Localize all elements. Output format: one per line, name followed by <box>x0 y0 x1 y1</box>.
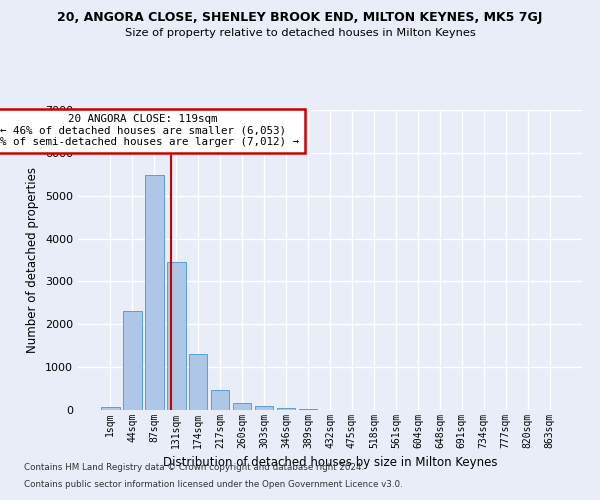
Text: Contains HM Land Registry data © Crown copyright and database right 2024.: Contains HM Land Registry data © Crown c… <box>24 464 364 472</box>
Bar <box>189 354 208 410</box>
Text: 20 ANGORA CLOSE: 119sqm
← 46% of detached houses are smaller (6,053)
53% of semi: 20 ANGORA CLOSE: 119sqm ← 46% of detache… <box>0 114 299 148</box>
Bar <box>299 408 317 410</box>
Bar <box>277 408 295 410</box>
Bar <box>211 390 229 410</box>
Text: 20, ANGORA CLOSE, SHENLEY BROOK END, MILTON KEYNES, MK5 7GJ: 20, ANGORA CLOSE, SHENLEY BROOK END, MIL… <box>58 12 542 24</box>
Y-axis label: Number of detached properties: Number of detached properties <box>26 167 40 353</box>
Bar <box>255 406 274 410</box>
Bar <box>233 404 251 410</box>
Bar <box>145 175 164 410</box>
Bar <box>101 406 119 410</box>
Text: Contains public sector information licensed under the Open Government Licence v3: Contains public sector information licen… <box>24 480 403 489</box>
X-axis label: Distribution of detached houses by size in Milton Keynes: Distribution of detached houses by size … <box>163 456 497 469</box>
Text: Size of property relative to detached houses in Milton Keynes: Size of property relative to detached ho… <box>125 28 475 38</box>
Bar <box>123 312 142 410</box>
Bar <box>167 262 185 410</box>
